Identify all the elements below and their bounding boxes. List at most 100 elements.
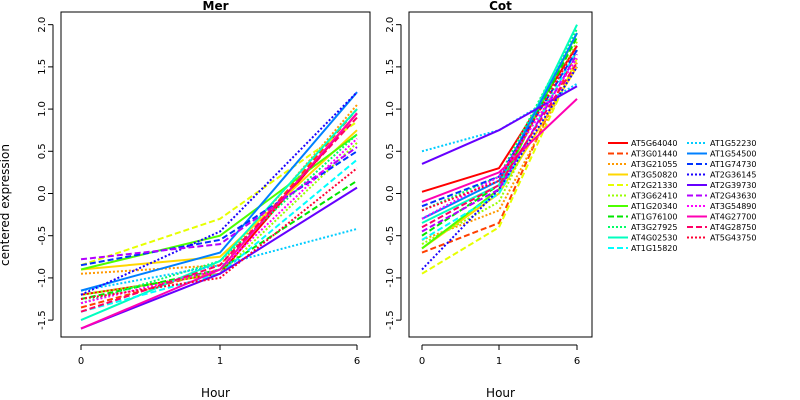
series-line-at4g27700 bbox=[421, 98, 578, 203]
legend-label: AT2G43630 bbox=[710, 192, 756, 201]
legend-item: AT2G39730 bbox=[687, 181, 756, 190]
y-axis-mer: -1.5 -1.0 -0.5 0.0 0.5 1.0 1.5 2.0 bbox=[37, 17, 54, 330]
legend-item: AT1G15820 bbox=[608, 244, 677, 253]
legend-label: AT3G54890 bbox=[710, 202, 756, 211]
legend-label: AT2G39730 bbox=[710, 181, 756, 190]
x-axis-title-mer: Hour bbox=[201, 386, 230, 400]
legend-item: AT1G52230 bbox=[687, 139, 756, 148]
legend-label: AT4G28750 bbox=[710, 223, 756, 232]
y-tick-label: 1.0 bbox=[37, 101, 48, 117]
legend-item: AT3G21055 bbox=[608, 160, 677, 169]
y-tick-label: -0.5 bbox=[37, 226, 48, 246]
y-tick-label: 0.0 bbox=[37, 186, 48, 202]
y-tick-label: -1.0 bbox=[37, 268, 48, 288]
y-tick-label: -1.5 bbox=[385, 310, 396, 330]
legend-item: AT5G64040 bbox=[608, 139, 677, 148]
series-line-at2g21330 bbox=[80, 120, 358, 267]
legend-label: AT1G52230 bbox=[710, 139, 756, 148]
series-group-mer bbox=[80, 91, 358, 330]
panel-title-cot: Cot bbox=[489, 0, 512, 13]
y-tick-label: 1.0 bbox=[385, 101, 396, 117]
legend-label: AT3G01440 bbox=[631, 150, 677, 159]
y-tick-label: 0.5 bbox=[37, 143, 48, 159]
series-line-at4g28750 bbox=[421, 62, 578, 229]
series-line-at1g74730 bbox=[80, 150, 358, 267]
legend-item: AT4G28750 bbox=[687, 223, 756, 232]
series-line-at1g54500 bbox=[421, 32, 578, 220]
legend-label: AT2G21330 bbox=[631, 181, 677, 190]
legend-item: AT3G62410 bbox=[608, 192, 677, 201]
series-line-at3g54890 bbox=[421, 57, 578, 220]
legend-label: AT1G54500 bbox=[710, 150, 756, 159]
series-line-at3g54890 bbox=[80, 137, 358, 305]
series-line-at5g64040 bbox=[421, 45, 578, 193]
plot-frame-cot bbox=[408, 11, 593, 338]
series-line-at4g02530 bbox=[421, 24, 578, 224]
series-line-at2g39730 bbox=[80, 186, 358, 330]
series-line-at3g62410 bbox=[421, 41, 578, 245]
x-axis-mer: 0 1 6 bbox=[78, 344, 360, 367]
legend-item: AT2G43630 bbox=[687, 192, 756, 201]
legend-label: AT2G36145 bbox=[710, 171, 756, 180]
series-line-at3g21055 bbox=[80, 104, 358, 275]
legend-label: AT3G50820 bbox=[631, 171, 677, 180]
legend-item: AT4G27700 bbox=[687, 213, 756, 222]
legend-label: AT1G15820 bbox=[631, 244, 677, 253]
series-line-at1g20340 bbox=[421, 32, 578, 250]
x-axis-cot: 0 1 6 bbox=[419, 344, 580, 367]
legend-item: AT3G50820 bbox=[608, 171, 677, 180]
series-line-at1g54500 bbox=[80, 91, 358, 292]
legend-item: AT5G43750 bbox=[687, 234, 756, 243]
legend-label: AT1G74730 bbox=[710, 160, 756, 169]
series-line-at3g21055 bbox=[421, 62, 578, 241]
legend-label: AT4G27700 bbox=[710, 213, 756, 222]
x-axis-title-cot: Hour bbox=[486, 386, 515, 400]
series-line-at3g50820 bbox=[80, 129, 358, 271]
legend-item: AT2G21330 bbox=[608, 181, 677, 190]
y-tick-label: 1.5 bbox=[37, 59, 48, 75]
legend-item: AT2G36145 bbox=[687, 171, 756, 180]
y-axis-title: centered expression bbox=[0, 144, 12, 266]
series-line-at2g43630 bbox=[80, 146, 358, 261]
y-tick-label: 2.0 bbox=[37, 17, 48, 33]
legend-item: AT1G74730 bbox=[687, 160, 756, 169]
legend-label: AT3G27925 bbox=[631, 223, 677, 232]
legend-item: AT3G54890 bbox=[687, 202, 756, 211]
legend-label: AT1G76100 bbox=[631, 213, 677, 222]
legend-label: AT5G43750 bbox=[710, 234, 756, 243]
y-axis-cot: -1.5 -1.0 -0.5 0.0 0.5 1.0 1.5 2.0 bbox=[385, 17, 402, 330]
x-tick-label: 1 bbox=[496, 356, 502, 367]
series-line-at4g28750 bbox=[80, 116, 358, 313]
series-line-at2g36145 bbox=[421, 66, 578, 271]
legend: AT5G64040AT3G01440AT3G21055AT3G50820AT2G… bbox=[608, 139, 756, 253]
legend-label: AT4G02530 bbox=[631, 234, 677, 243]
legend-label: AT5G64040 bbox=[631, 139, 677, 148]
legend-item: AT4G02530 bbox=[608, 234, 677, 243]
y-tick-label: -1.5 bbox=[37, 310, 48, 330]
series-line-at4g02530 bbox=[80, 108, 358, 322]
y-tick-label: 2.0 bbox=[385, 17, 396, 33]
legend-item: AT1G76100 bbox=[608, 213, 677, 222]
series-line-at5g43750 bbox=[80, 167, 358, 300]
legend-item: AT1G20340 bbox=[608, 202, 677, 211]
series-line-at2g36145 bbox=[80, 91, 358, 296]
x-tick-label: 6 bbox=[574, 356, 580, 367]
panel-mer: Mer -1.5 -1.0 -0.5 0.0 0.5 1.0 1.5 2.0 0 1 6 Hour bbox=[37, 0, 371, 400]
legend-label: AT1G20340 bbox=[631, 202, 677, 211]
series-line-at1g76100 bbox=[421, 36, 578, 237]
y-tick-label: -0.5 bbox=[385, 226, 396, 246]
y-tick-label: -1.0 bbox=[385, 268, 396, 288]
series-line-at2g21330 bbox=[421, 57, 578, 275]
series-line-at4g27700 bbox=[80, 112, 358, 330]
y-tick-label: 0.5 bbox=[385, 143, 396, 159]
y-tick-label: 1.5 bbox=[385, 59, 396, 75]
y-tick-label: 0.0 bbox=[385, 186, 396, 202]
x-tick-label: 0 bbox=[419, 356, 425, 367]
x-tick-label: 1 bbox=[217, 356, 223, 367]
legend-item: AT3G01440 bbox=[608, 150, 677, 159]
x-tick-label: 6 bbox=[354, 356, 360, 367]
legend-item: AT3G27925 bbox=[608, 223, 677, 232]
panel-cot: Cot -1.5 -1.0 -0.5 0.0 0.5 1.0 1.5 2.0 0 1 6 Hour bbox=[385, 0, 593, 400]
legend-label: AT3G62410 bbox=[631, 192, 677, 201]
